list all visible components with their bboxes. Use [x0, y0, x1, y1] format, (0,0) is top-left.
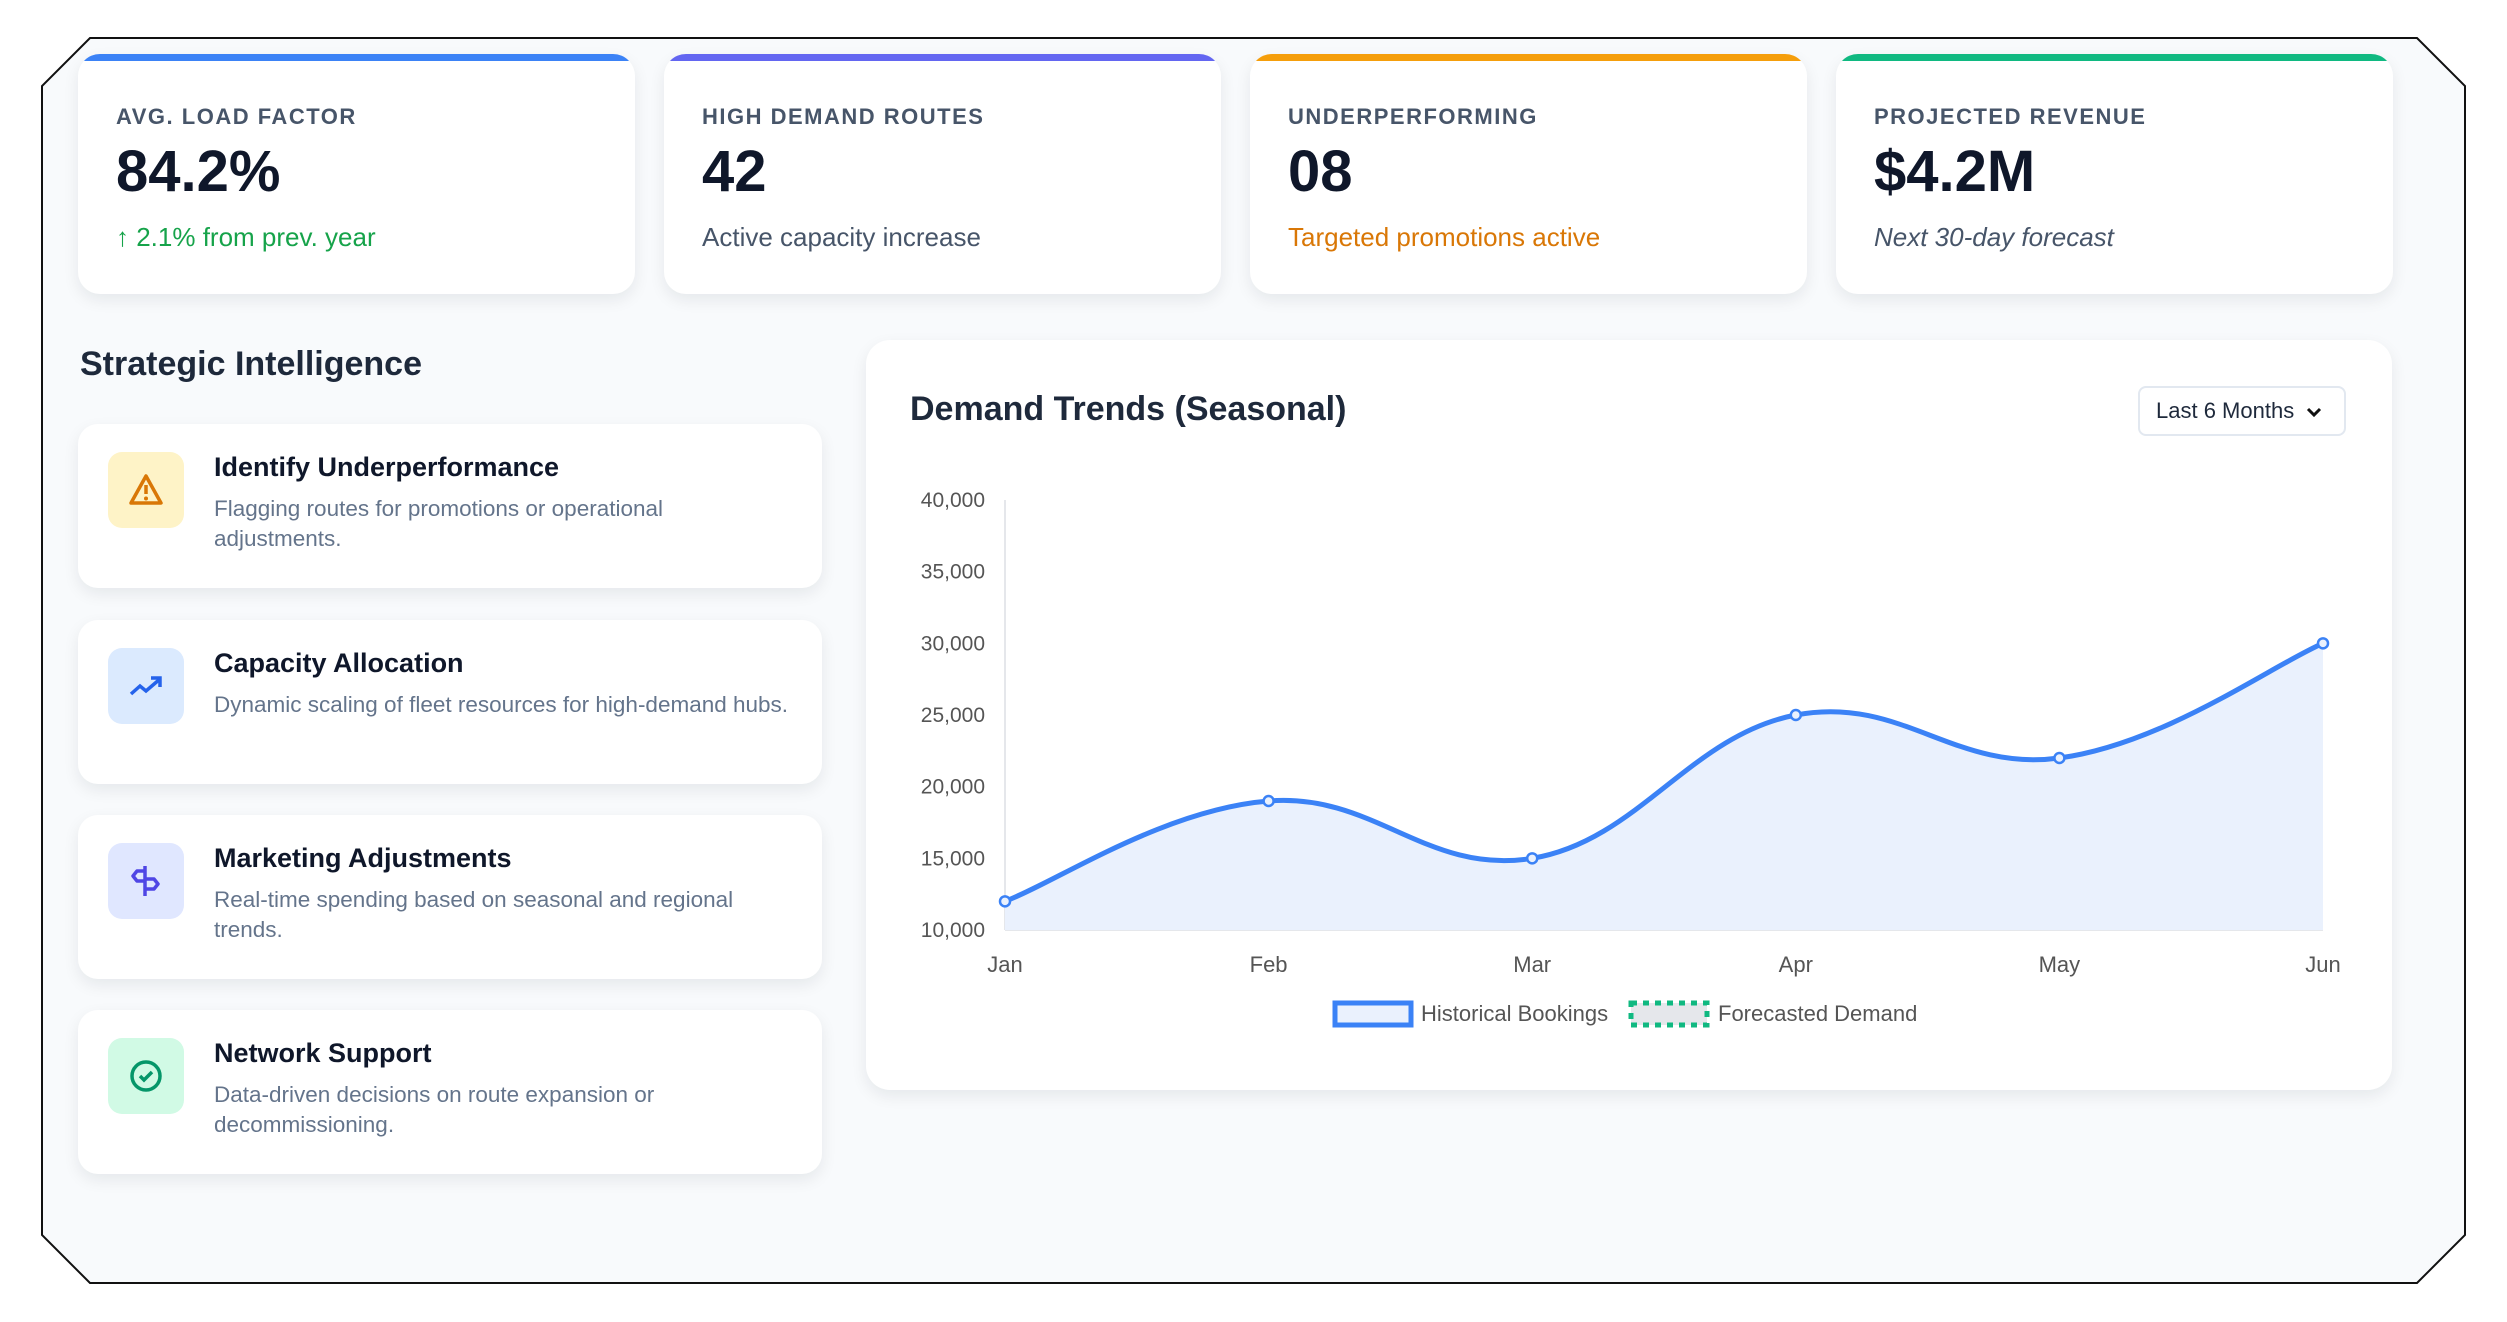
- kpi-label: UNDERPERFORMING: [1288, 104, 1538, 129]
- intel-card: Network Support Data-driven decisions on…: [78, 1010, 822, 1174]
- range-select[interactable]: Last 6 Months: [2138, 386, 2346, 436]
- kpi-accent-bar: [664, 54, 1221, 61]
- intel-description: Dynamic scaling of fleet resources for h…: [214, 692, 789, 717]
- intel-card: Identify Underperformance Flagging route…: [78, 424, 822, 588]
- legend-swatch-forecast[interactable]: [1628, 1000, 1710, 1028]
- x-tick-label: Jan: [987, 952, 1022, 977]
- data-point[interactable]: [2053, 751, 2066, 765]
- kpi-accent-bar: [1250, 54, 1807, 61]
- data-point[interactable]: [1789, 708, 1803, 722]
- kpi-card: AVG. LOAD FACTOR 84.2% ↑ 2.1% from prev.…: [78, 54, 635, 294]
- kpi-subtext: Targeted promotions active: [1288, 222, 1601, 252]
- kpi-accent-bar: [78, 54, 635, 61]
- data-point[interactable]: [1262, 794, 1275, 808]
- kpi-value: 84.2%: [116, 139, 281, 204]
- data-point[interactable]: [1525, 852, 1539, 865]
- intel-title: Identify Underperformance: [214, 452, 560, 482]
- section-title: Strategic Intelligence: [80, 345, 422, 383]
- kpi-value: 08: [1288, 139, 1353, 204]
- kpi-label: PROJECTED REVENUE: [1874, 104, 2147, 129]
- kpi-subtext: ↑ 2.1% from prev. year: [116, 222, 376, 252]
- x-tick-label: Mar: [1513, 952, 1551, 977]
- intel-title: Marketing Adjustments: [214, 843, 512, 873]
- y-tick-label: 30,000: [921, 632, 985, 655]
- demand-trends-card: Demand Trends (Seasonal) Last 6 Months: [866, 340, 2392, 1090]
- chevron-down-icon: [2306, 398, 2322, 424]
- legend-swatch-historical[interactable]: [1332, 1000, 1414, 1028]
- intel-description: Flagging routes for promotions or operat…: [214, 496, 664, 551]
- intel-card: Marketing Adjustments Real-time spending…: [78, 815, 822, 979]
- legend-label-forecast[interactable]: Forecasted Demand: [1718, 1001, 1917, 1026]
- legend-label-historical[interactable]: Historical Bookings: [1421, 1001, 1608, 1026]
- y-tick-label: 25,000: [921, 704, 985, 727]
- warning-icon: [108, 452, 184, 528]
- check-circle-icon: [108, 1038, 184, 1114]
- intel-card: Capacity Allocation Dynamic scaling of f…: [78, 620, 822, 784]
- kpi-value: 42: [702, 139, 767, 204]
- kpi-subtext: Active capacity increase: [702, 222, 981, 252]
- kpi-value: $4.2M: [1874, 139, 2036, 204]
- y-tick-label: 15,000: [921, 847, 985, 870]
- x-tick-label: Apr: [1779, 952, 1813, 977]
- kpi-card: UNDERPERFORMING 08 Targeted promotions a…: [1250, 54, 1807, 294]
- intel-description: Real-time spending based on seasonal and…: [214, 887, 734, 942]
- data-point[interactable]: [2316, 637, 2330, 650]
- kpi-subtext: Next 30-day forecast: [1874, 222, 2114, 252]
- x-tick-label: Jun: [2305, 952, 2340, 977]
- data-point[interactable]: [998, 895, 1012, 908]
- kpi-card: HIGH DEMAND ROUTES 42 Active capacity in…: [664, 54, 1221, 294]
- y-tick-label: 10,000: [921, 919, 985, 942]
- y-tick-label: 35,000: [921, 561, 985, 584]
- x-tick-label: May: [2039, 952, 2081, 977]
- kpi-card: PROJECTED REVENUE $4.2M Next 30-day fore…: [1836, 54, 2393, 294]
- kpi-label: HIGH DEMAND ROUTES: [702, 104, 985, 129]
- chart-title: Demand Trends (Seasonal): [910, 390, 1347, 428]
- signpost-icon: [108, 843, 184, 919]
- trending-up-icon: [108, 648, 184, 724]
- historical-area-fill: [1005, 643, 2323, 930]
- intel-title: Capacity Allocation: [214, 648, 464, 678]
- y-tick-label: 20,000: [921, 776, 985, 799]
- kpi-label: AVG. LOAD FACTOR: [116, 104, 357, 129]
- kpi-accent-bar: [1836, 54, 2393, 61]
- range-select-value: Last 6 Months: [2156, 398, 2295, 423]
- historical-line: [1004, 641, 2324, 904]
- x-tick-label: Feb: [1250, 952, 1288, 977]
- y-tick-label: 40,000: [921, 489, 985, 512]
- intel-description: Data-driven decisions on route expansion…: [214, 1082, 655, 1137]
- intel-title: Network Support: [214, 1038, 432, 1068]
